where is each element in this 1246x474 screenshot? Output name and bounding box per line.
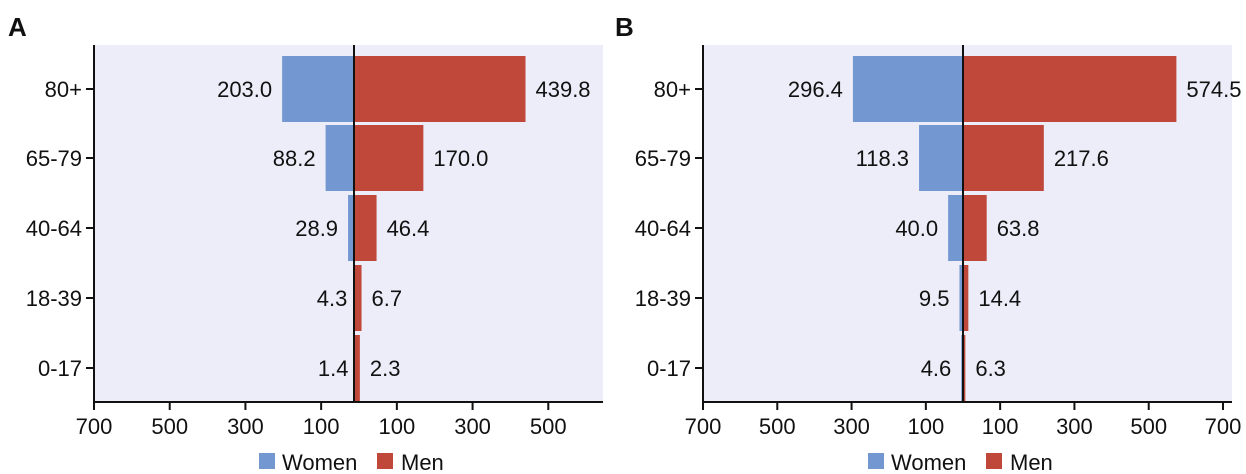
bar-women-80+ xyxy=(852,56,963,122)
bar-women-18-39 xyxy=(959,265,963,331)
bar-women-65-79 xyxy=(919,125,963,191)
legend-women-label: Women xyxy=(282,450,357,474)
label-women-65-79: 88.2 xyxy=(273,146,316,171)
y-tick-label-0-17: 0-17 xyxy=(38,356,82,381)
y-tick-label-40-64: 40-64 xyxy=(635,216,691,241)
x-tick-label: 300 xyxy=(833,414,870,439)
x-tick-label: 700 xyxy=(1205,414,1242,439)
label-men-80+: 439.8 xyxy=(535,77,590,102)
label-men-18-39: 6.7 xyxy=(372,286,403,311)
x-tick-label: 500 xyxy=(530,414,567,439)
legend-women-swatch xyxy=(868,453,884,469)
legend-b: Women Men xyxy=(868,450,1053,474)
label-men-0-17: 2.3 xyxy=(370,356,401,381)
label-women-0-17: 1.4 xyxy=(318,356,349,381)
y-tick-label-0-17: 0-17 xyxy=(647,356,691,381)
legend-men-label: Men xyxy=(1010,450,1053,474)
x-tick-label: 100 xyxy=(378,414,415,439)
label-men-18-39: 14.4 xyxy=(978,286,1021,311)
x-tick-label: 100 xyxy=(907,414,944,439)
bar-men-18-39 xyxy=(354,265,362,331)
label-men-65-79: 170.0 xyxy=(433,146,488,171)
y-tick-label-40-64: 40-64 xyxy=(26,216,82,241)
label-women-80+: 296.4 xyxy=(788,77,843,102)
bar-men-65-79 xyxy=(963,125,1044,191)
x-tick-label: 100 xyxy=(982,414,1019,439)
panel-b: B 296.4 574.5 118.3 217.6 40.0 63.8 9.5 14.4 4.6… xyxy=(615,12,1241,439)
x-tick-label: 500 xyxy=(151,414,188,439)
x-tick-label: 500 xyxy=(1130,414,1167,439)
legend-men-swatch xyxy=(377,453,393,469)
panel-a-letter: A xyxy=(8,12,27,42)
x-tick-label: 300 xyxy=(1056,414,1093,439)
label-men-0-17: 6.3 xyxy=(975,356,1006,381)
bar-men-18-39 xyxy=(963,265,969,331)
legend-women-label: Women xyxy=(891,450,966,474)
bar-men-40-64 xyxy=(354,195,377,261)
legend-men-swatch xyxy=(986,453,1002,469)
panel-b-letter: B xyxy=(615,12,634,42)
legend-women-swatch xyxy=(259,453,275,469)
x-tick-label: 700 xyxy=(76,414,113,439)
bar-men-80+ xyxy=(963,56,1177,122)
label-women-40-64: 40.0 xyxy=(895,216,938,241)
legend-a: Women Men xyxy=(259,450,444,474)
label-women-0-17: 4.6 xyxy=(921,356,952,381)
legend-men-label: Men xyxy=(401,450,444,474)
x-tick-label: 300 xyxy=(454,414,491,439)
y-tick-label-65-79: 65-79 xyxy=(635,146,691,171)
y-tick-label-18-39: 18-39 xyxy=(635,286,691,311)
bar-men-80+ xyxy=(354,56,526,122)
label-women-18-39: 9.5 xyxy=(919,286,950,311)
label-men-65-79: 217.6 xyxy=(1054,146,1109,171)
bar-men-0-17 xyxy=(354,335,360,401)
label-men-40-64: 63.8 xyxy=(997,216,1040,241)
bar-women-80+ xyxy=(282,56,354,122)
label-women-80+: 203.0 xyxy=(217,77,272,102)
label-women-65-79: 118.3 xyxy=(856,146,909,171)
bar-men-0-17 xyxy=(963,335,966,401)
label-men-80+: 574.5 xyxy=(1186,77,1241,102)
x-tick-label: 700 xyxy=(685,414,722,439)
bar-women-40-64 xyxy=(348,195,354,261)
x-tick-label: 100 xyxy=(303,414,340,439)
x-tick-label: 500 xyxy=(759,414,796,439)
y-tick-label-80+: 80+ xyxy=(654,77,691,102)
y-tick-label-80+: 80+ xyxy=(45,77,82,102)
bar-women-65-79 xyxy=(325,125,354,191)
y-tick-label-65-79: 65-79 xyxy=(26,146,82,171)
x-tick-label: 300 xyxy=(227,414,264,439)
panel-a: A 203.0 439.8 88.2 170.0 28.9 46.4 4.3 6.7 1.4 2.… xyxy=(8,12,603,439)
label-women-18-39: 4.3 xyxy=(317,286,348,311)
label-women-40-64: 28.9 xyxy=(295,216,338,241)
bar-women-40-64 xyxy=(948,195,963,261)
bar-men-65-79 xyxy=(354,125,424,191)
y-tick-label-18-39: 18-39 xyxy=(26,286,82,311)
label-men-40-64: 46.4 xyxy=(387,216,430,241)
bar-men-40-64 xyxy=(963,195,987,261)
